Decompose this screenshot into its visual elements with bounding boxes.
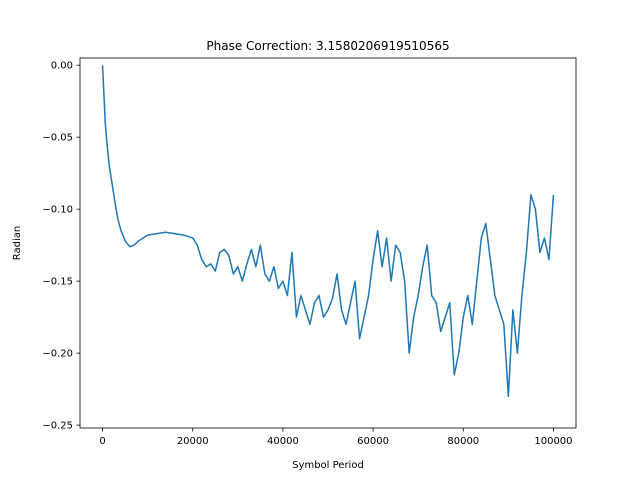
y-axis-label: Radian bbox=[12, 226, 23, 260]
x-axis-label: Symbol Period bbox=[292, 460, 364, 471]
x-tick-label: 40000 bbox=[267, 436, 299, 447]
y-tick-label: −0.15 bbox=[42, 277, 73, 288]
x-tick-label: 60000 bbox=[357, 436, 389, 447]
x-tick-label: 0 bbox=[99, 436, 105, 447]
axis-ticks: 0 20000 40000 60000 80000 100000 0.00 −0.05 −0.1… bbox=[42, 61, 572, 447]
y-tick-label: −0.25 bbox=[42, 421, 73, 432]
y-tick-label: −0.05 bbox=[42, 133, 73, 144]
y-tick-label: −0.10 bbox=[42, 205, 73, 216]
axes-frame bbox=[79, 57, 577, 429]
y-tick-label: 0.00 bbox=[51, 61, 73, 72]
series-line-0 bbox=[101, 65, 555, 398]
x-tick-label: 100000 bbox=[534, 436, 572, 447]
plot-area bbox=[101, 65, 555, 398]
chart-title: Phase Correction: 3.1580206919510565 bbox=[206, 39, 449, 53]
y-tick-label: −0.20 bbox=[42, 349, 73, 360]
x-tick-label: 20000 bbox=[177, 436, 209, 447]
x-tick-label: 80000 bbox=[447, 436, 479, 447]
